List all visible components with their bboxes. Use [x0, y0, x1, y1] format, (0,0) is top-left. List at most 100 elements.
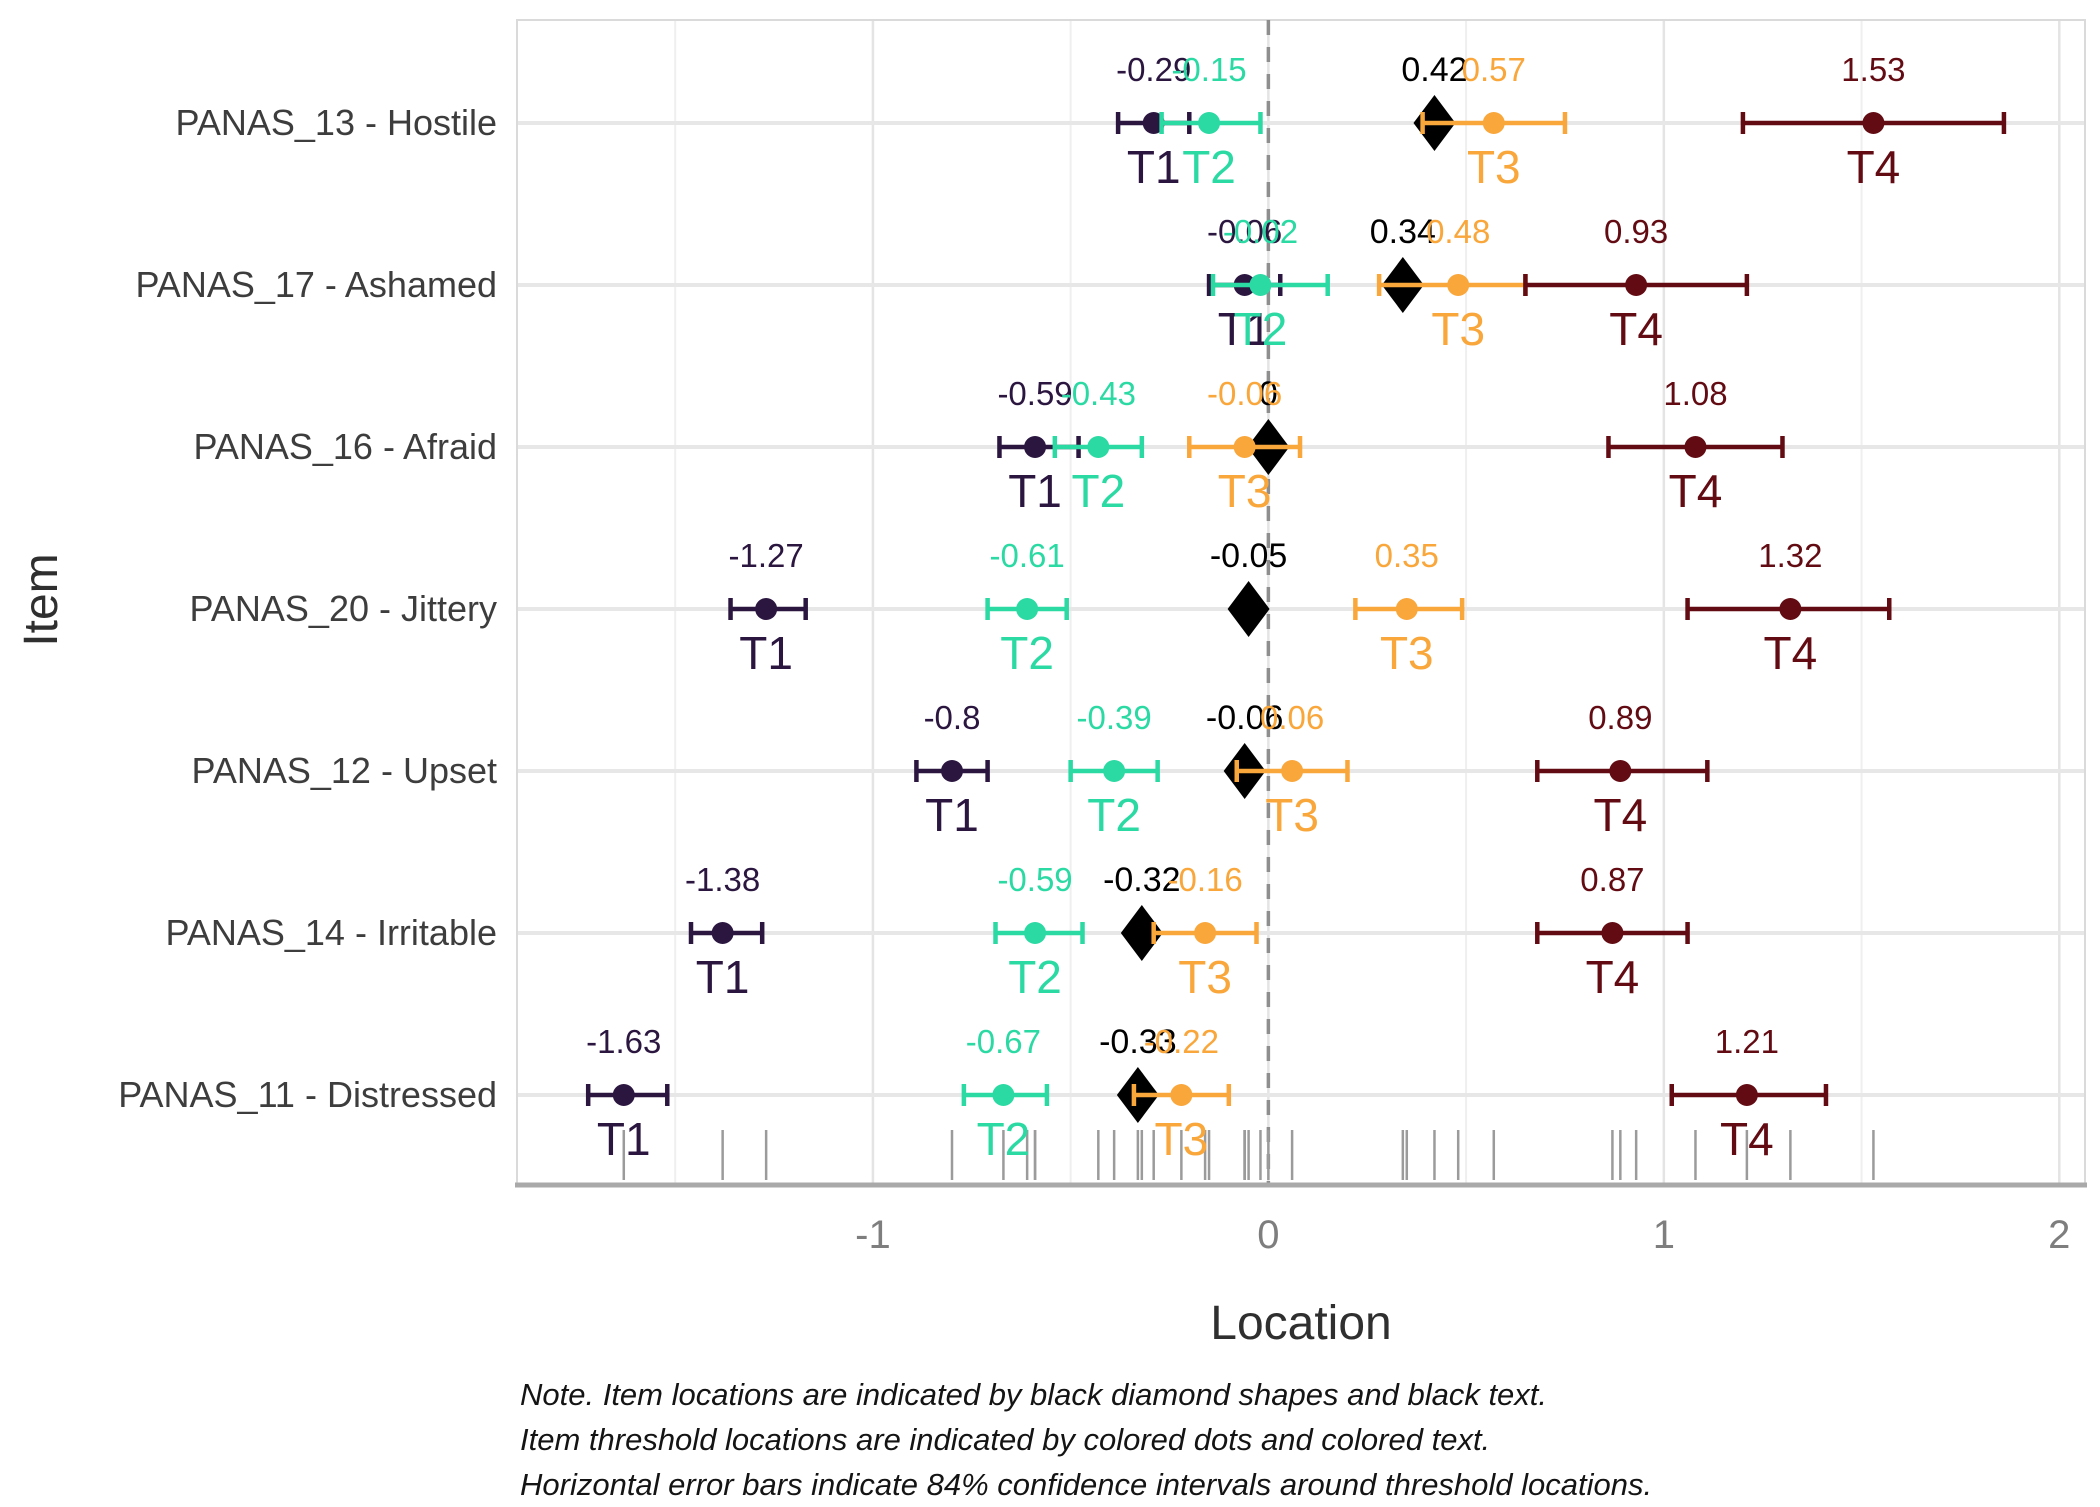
threshold-dot-T4	[1735, 1084, 1758, 1106]
threshold-name-T2: T2	[1182, 141, 1236, 193]
threshold-value-T2: -0.59	[997, 861, 1072, 898]
note-line-1: Note. Item locations are indicated by bl…	[520, 1377, 1548, 1412]
threshold-name-T1: T1	[925, 789, 979, 841]
threshold-value-T2: -0.02	[1223, 213, 1298, 250]
threshold-dot-T2	[1024, 922, 1047, 944]
threshold-dot-T2	[1103, 760, 1126, 782]
threshold-dot-T2	[992, 1084, 1015, 1106]
threshold-dot-T4	[1779, 598, 1802, 620]
threshold-value-T3: 0.35	[1375, 537, 1439, 574]
threshold-name-T3: T3	[1178, 951, 1232, 1003]
threshold-value-T2: -0.67	[966, 1023, 1041, 1060]
y-item-label: PANAS_14 - Irritable	[166, 912, 497, 953]
threshold-name-T2: T2	[977, 1113, 1031, 1165]
y-item-label: PANAS_11 - Distressed	[118, 1074, 497, 1115]
threshold-value-T4: 0.89	[1588, 699, 1652, 736]
item-location-value: 0	[1259, 375, 1278, 413]
threshold-dot-T1	[1142, 112, 1165, 134]
threshold-dot-T1	[941, 760, 964, 782]
threshold-name-T3: T3	[1218, 465, 1272, 517]
threshold-dot-T3	[1395, 598, 1418, 620]
threshold-name-T3: T3	[1265, 789, 1319, 841]
threshold-dot-T4	[1609, 760, 1632, 782]
threshold-value-T1: -0.06	[1207, 213, 1282, 250]
threshold-name-T4: T4	[1764, 627, 1818, 679]
threshold-dot-T1	[1024, 436, 1047, 458]
y-item-label: PANAS_16 - Afraid	[194, 426, 498, 467]
threshold-dot-T2	[1198, 112, 1221, 134]
figure-note: Note. Item locations are indicated by bl…	[520, 1372, 1652, 1507]
item-location-value: 0.34	[1370, 213, 1436, 251]
y-axis-title: Item	[15, 553, 68, 647]
threshold-value-T3: -0.22	[1144, 1023, 1219, 1060]
threshold-dot-T3	[1170, 1084, 1193, 1106]
threshold-value-T4: 1.08	[1663, 375, 1727, 412]
threshold-value-T4: 1.32	[1758, 537, 1822, 574]
threshold-value-T3: 0.57	[1462, 51, 1526, 88]
item-location-value: -0.06	[1206, 699, 1284, 737]
threshold-name-T3: T3	[1431, 303, 1485, 355]
x-tick-label: 2	[2048, 1213, 2070, 1257]
item-location-value: -0.05	[1210, 537, 1288, 575]
threshold-name-T3: T3	[1467, 141, 1521, 193]
threshold-value-T1: -1.27	[729, 537, 804, 574]
threshold-name-T2: T2	[1087, 789, 1141, 841]
threshold-name-T3: T3	[1155, 1113, 1209, 1165]
threshold-dot-T4	[1684, 436, 1707, 458]
threshold-name-T1: T1	[739, 627, 793, 679]
threshold-value-T1: -0.29	[1116, 51, 1191, 88]
threshold-name-T1: T1	[1008, 465, 1062, 517]
threshold-dot-T4	[1601, 922, 1624, 944]
threshold-dot-T3	[1482, 112, 1505, 134]
item-location-diamond	[1227, 581, 1270, 637]
threshold-name-T4: T4	[1586, 951, 1640, 1003]
item-location-value: -0.33	[1099, 1023, 1177, 1061]
threshold-name-T2: T2	[1234, 303, 1288, 355]
threshold-dot-T1	[612, 1084, 635, 1106]
threshold-name-T2: T2	[1071, 465, 1125, 517]
item-location-value: -0.32	[1103, 861, 1181, 899]
threshold-value-T1: -1.63	[586, 1023, 661, 1060]
y-item-label: PANAS_20 - Jittery	[190, 588, 497, 629]
threshold-name-T3: T3	[1380, 627, 1434, 679]
threshold-value-T4: 1.53	[1841, 51, 1905, 88]
threshold-dot-T2	[1249, 274, 1272, 296]
threshold-value-T3: 0.48	[1426, 213, 1490, 250]
threshold-dot-T1	[711, 922, 734, 944]
threshold-name-T1: T1	[696, 951, 750, 1003]
threshold-dot-T2	[1087, 436, 1110, 458]
item-location-diamond	[1120, 905, 1163, 961]
threshold-dot-T3	[1447, 274, 1470, 296]
threshold-value-T1: -0.8	[924, 699, 981, 736]
panel-border	[516, 19, 2086, 1186]
threshold-dot-T3	[1281, 760, 1304, 782]
x-tick-label: 1	[1653, 1213, 1675, 1257]
x-tick-label: -1	[855, 1213, 891, 1257]
threshold-value-T3: -0.06	[1207, 375, 1282, 412]
threshold-name-T2: T2	[1008, 951, 1062, 1003]
item-location-value: 0.42	[1401, 51, 1467, 89]
threshold-name-T4: T4	[1593, 789, 1647, 841]
threshold-name-T4: T4	[1847, 141, 1901, 193]
x-tick-label: 0	[1257, 1213, 1279, 1257]
threshold-value-T4: 1.21	[1715, 1023, 1779, 1060]
y-item-label: PANAS_13 - Hostile	[176, 102, 497, 143]
threshold-name-T1: T1	[597, 1113, 651, 1165]
threshold-name-T4: T4	[1720, 1113, 1774, 1165]
y-item-label: PANAS_12 - Upset	[192, 750, 497, 791]
threshold-dot-T4	[1625, 274, 1648, 296]
threshold-name-T4: T4	[1609, 303, 1663, 355]
threshold-value-T2: -0.61	[990, 537, 1065, 574]
note-line-2: Item threshold locations are indicated b…	[520, 1422, 1491, 1457]
threshold-value-T2: -0.43	[1061, 375, 1136, 412]
threshold-value-T3: 0.06	[1260, 699, 1324, 736]
threshold-value-T2: -0.15	[1171, 51, 1246, 88]
threshold-dot-T2	[1016, 598, 1039, 620]
x-axis-title: Location	[1210, 1297, 1392, 1350]
threshold-value-T4: 0.93	[1604, 213, 1668, 250]
note-line-3: Horizontal error bars indicate 84% confi…	[520, 1467, 1653, 1502]
threshold-name-T2: T2	[1000, 627, 1054, 679]
y-item-label: PANAS_17 - Ashamed	[135, 264, 497, 305]
